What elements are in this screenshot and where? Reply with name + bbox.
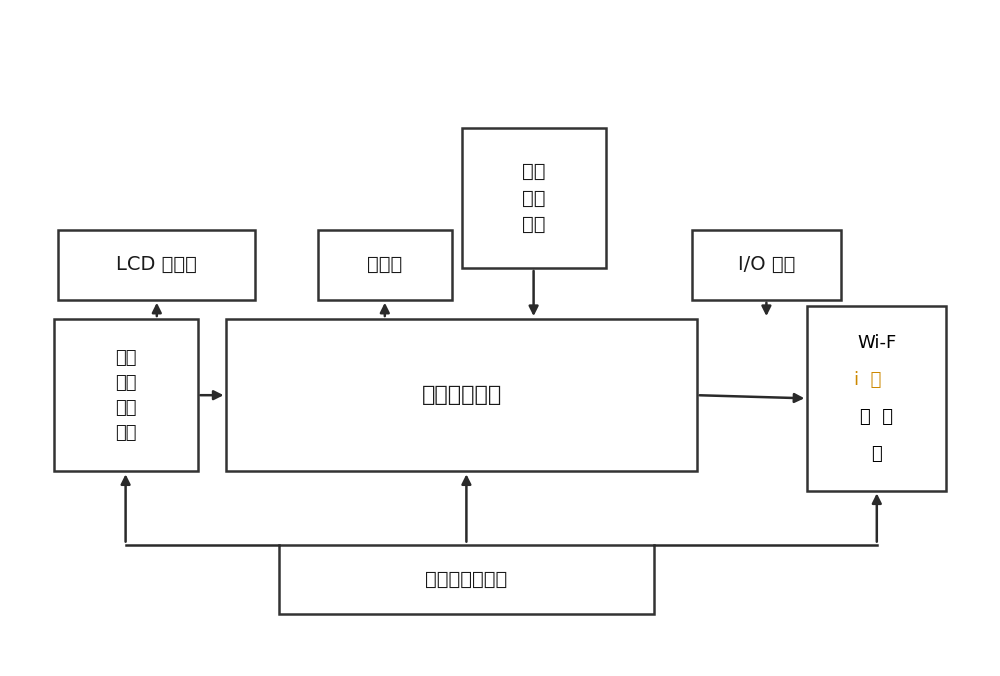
Text: Wi-F: Wi-F [857,334,896,352]
Bar [692,230,841,300]
Text: i  通: i 通 [854,371,881,389]
Bar [279,545,654,614]
Text: 输入
按键
模块: 输入 按键 模块 [522,162,545,234]
Bar [462,128,606,268]
Bar [226,319,697,471]
Text: LCD 显示屏: LCD 显示屏 [116,256,197,274]
Text: 红外
数据
采集
模块: 红外 数据 采集 模块 [115,349,136,441]
Text: 电源及管理模块: 电源及管理模块 [425,570,508,589]
Text: 信  模: 信 模 [860,408,893,426]
Bar [54,319,198,471]
Text: 触摸屏: 触摸屏 [367,256,402,274]
Text: 块: 块 [871,445,882,462]
Bar [58,230,255,300]
Text: I/O 接口: I/O 接口 [738,256,795,274]
Text: 主控处理模块: 主控处理模块 [421,385,502,405]
Bar [807,306,946,491]
Bar [318,230,452,300]
